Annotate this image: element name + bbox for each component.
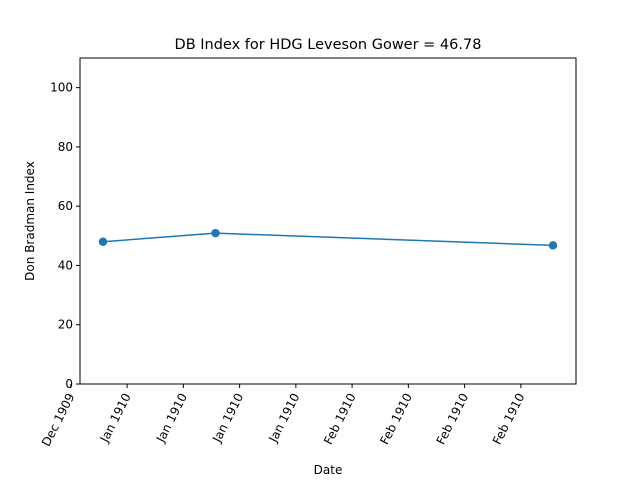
y-tick-label: 20	[58, 318, 73, 332]
y-axis: 0 20 40 60 80 100	[50, 81, 80, 391]
y-tick-label: 60	[58, 199, 73, 213]
y-tick-label: 0	[65, 377, 73, 391]
chart-title: DB Index for HDG Leveson Gower = 46.78	[175, 37, 482, 53]
x-tick-label: Jan 1910	[97, 391, 134, 445]
x-tick-label: Dec 1909	[39, 391, 78, 449]
x-tick-label: Feb 1910	[321, 391, 359, 447]
y-tick-label: 80	[58, 140, 73, 154]
data-point	[548, 241, 558, 250]
data-point	[98, 237, 108, 246]
plot-area	[79, 57, 577, 385]
x-tick-label: Jan 1910	[209, 391, 246, 445]
x-axis-label: Date	[314, 463, 343, 477]
x-tick-label: Feb 1910	[434, 391, 472, 447]
x-tick-label: Feb 1910	[377, 391, 415, 447]
y-tick-label: 40	[58, 258, 73, 272]
y-axis-label: Don Bradman Index	[23, 161, 37, 281]
y-tick-label: 100	[50, 81, 73, 95]
series-line	[102, 232, 554, 247]
x-axis: Dec 1909 Jan 1910 Jan 1910 Jan 1910 Jan 1910…	[39, 384, 528, 449]
x-tick-label: Jan 1910	[153, 391, 190, 445]
data-point	[211, 228, 220, 238]
x-tick-label: Jan 1910	[266, 391, 303, 445]
x-tick-label: Feb 1910	[490, 391, 528, 447]
data-series	[98, 228, 558, 250]
